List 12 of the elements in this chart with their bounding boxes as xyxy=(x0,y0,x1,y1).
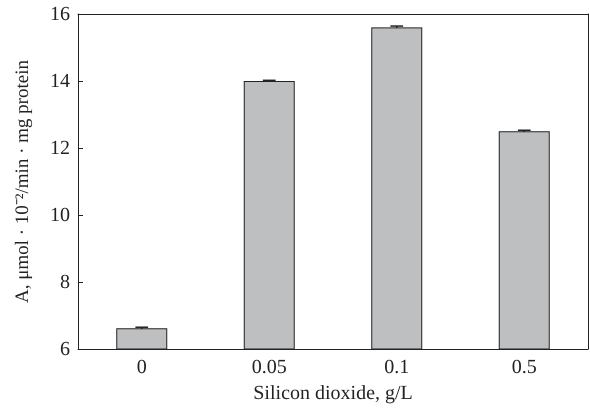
y-tick-label: 14 xyxy=(50,70,70,92)
x-axis-title: Silicon dioxide, g/L xyxy=(253,382,413,404)
y-tick-label: 12 xyxy=(50,137,70,159)
x-tick-label: 0.1 xyxy=(384,356,410,378)
y-tick-label: 10 xyxy=(50,204,70,226)
x-tick-label: 0 xyxy=(136,356,147,378)
x-tick-label: 0.05 xyxy=(252,356,287,378)
y-tick-label: 16 xyxy=(50,3,70,25)
y-tick-label: 8 xyxy=(60,271,70,293)
y-axis-title: A, μmol · 10⁻²/min · mg protein xyxy=(12,60,33,303)
x-tick-label: 0.5 xyxy=(512,356,537,378)
y-tick-label: 6 xyxy=(60,338,70,360)
